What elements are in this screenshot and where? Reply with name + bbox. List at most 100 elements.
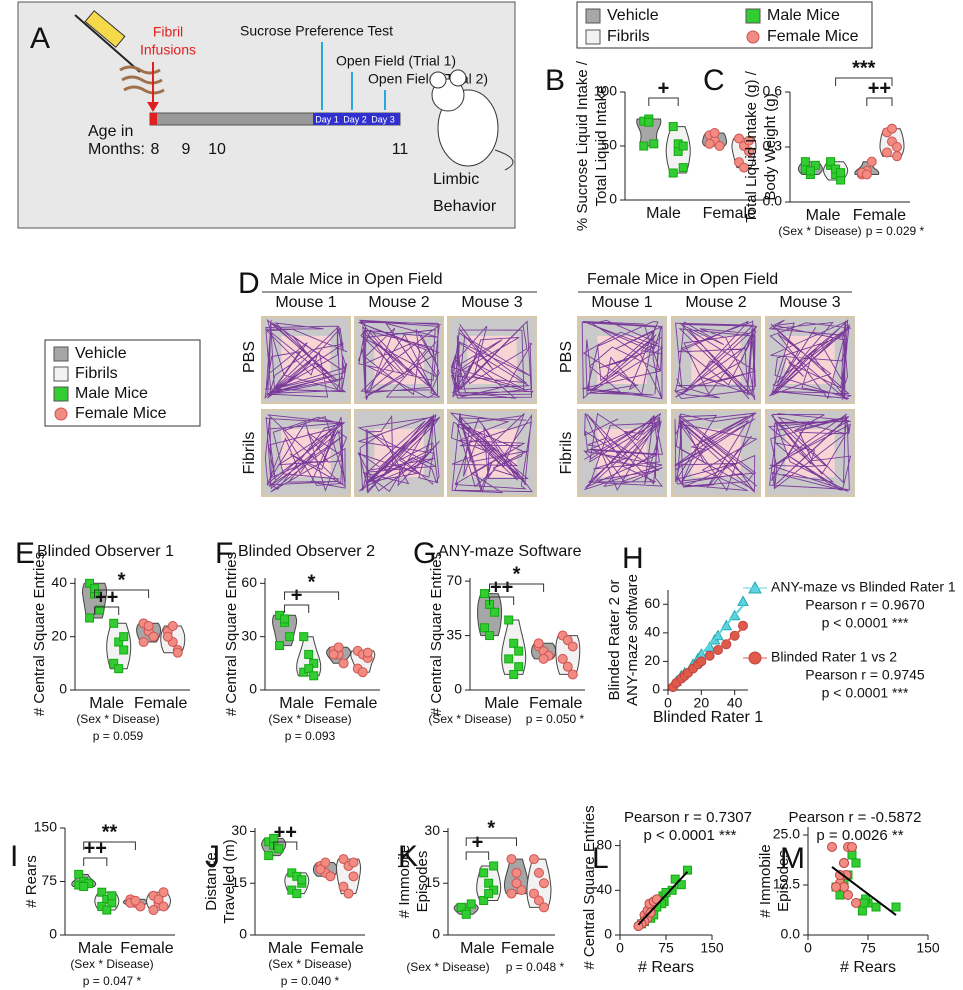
legend-marker [745,8,761,24]
data-point [538,653,549,664]
data-point [480,589,490,599]
data-point [343,888,354,899]
data-point [847,850,857,860]
data-point [847,842,857,852]
stat-note: p = 0.047 * [83,974,142,988]
y-tick-label: 0 [432,926,440,942]
group-title: Female Mice in Open Field [587,271,778,288]
data-point [859,898,869,908]
y-axis-label: Episodes [775,850,792,912]
data-point [338,881,349,892]
y-axis-label: # Central Square Entries [31,552,48,716]
y-tick-label: 150 [34,819,58,835]
y-tick-label: 30 [241,627,257,643]
data-point [480,623,490,633]
data-point [836,175,846,185]
track [450,320,534,399]
x-tick-label: Female [529,695,582,712]
data-point [484,889,494,899]
x-tick-label: Female [310,940,363,957]
age-tick: 10 [208,141,226,158]
data-point [264,851,274,861]
stat-note: (Sex * Disease) [268,712,351,726]
data-point [668,122,678,132]
y-tick-label: 12.5 [773,876,800,892]
significance-label: + [291,584,303,606]
data-point [79,881,89,891]
y-tick-label: 0.0 [763,193,783,209]
data-point [107,891,117,901]
x-tick-label: Male [646,205,681,222]
stat-label: p < 0.0001 *** [822,685,909,701]
syringe [74,10,165,95]
event-arrows [321,42,386,110]
data-point [97,887,107,897]
x-axis-label: # Rears [638,959,694,976]
significance-bracket [83,857,108,866]
data-point [511,867,522,878]
data-point [167,621,178,631]
data-point [533,895,544,906]
data-point [285,632,295,642]
data-point [489,861,499,871]
y-tick-label: 80 [596,836,612,852]
data-point [109,618,119,628]
y-tick-label: 40 [644,624,660,640]
track [357,414,441,494]
data-point [102,905,112,915]
data-point [737,595,749,606]
data-point [333,642,344,653]
x-tick-label: 0 [616,940,624,956]
x-tick-label: Female [324,695,377,712]
significance-label: ++ [95,586,118,608]
panel-title: Blinded Observer 2 [238,543,375,560]
data-point [148,631,159,642]
x-tick-label: Female [120,940,173,957]
y-axis-label: Total Liquid Intake (g) / [743,70,760,223]
legend-marker [53,366,69,382]
data-point [516,885,527,896]
x-tick-label: Male [268,940,303,957]
infusion-label: Infusions [140,42,196,58]
data-point [362,647,373,658]
significance-bracket [489,583,545,592]
data-point [148,905,159,916]
x-axis-label: Blinded Rater 1 [653,709,763,726]
y-tick-label: 60 [241,574,257,590]
legend-label: Male Mice [767,7,840,24]
data-point [682,865,692,875]
data-point [826,157,836,167]
panel-label: G [413,537,436,570]
data-point [348,857,359,868]
y-axis-label: Distance [203,852,220,910]
data-point [810,160,820,170]
data-point [851,858,861,868]
y-axis-label: ANY-maze software [624,574,641,706]
legend-box [576,1,873,49]
data-point [511,878,522,889]
data-point [325,871,336,882]
y-axis-label: # Central Square Entries [581,805,598,969]
data-point [528,888,539,899]
data-point [528,854,539,865]
data-point [644,117,654,127]
data-point [891,902,901,912]
significance-label: ++ [84,837,107,859]
stat-label: Pearson r = 0.7307 [624,809,752,826]
y-tick-label: 20 [644,652,660,668]
y-tick-label: 0 [239,926,247,942]
legend-label: Female Mice [767,28,859,45]
data-point [734,133,744,144]
data-point [835,890,845,900]
data-point [304,664,314,674]
significance-label: ++ [490,576,513,598]
regression-line [831,866,897,916]
data-point [506,888,517,899]
track [768,413,852,492]
y-tick-label: 25.0 [773,826,800,842]
mouse-label: Mouse 2 [368,294,429,311]
mouse-label: Mouse 2 [685,294,746,311]
violin [636,118,662,147]
data-point [119,645,129,655]
